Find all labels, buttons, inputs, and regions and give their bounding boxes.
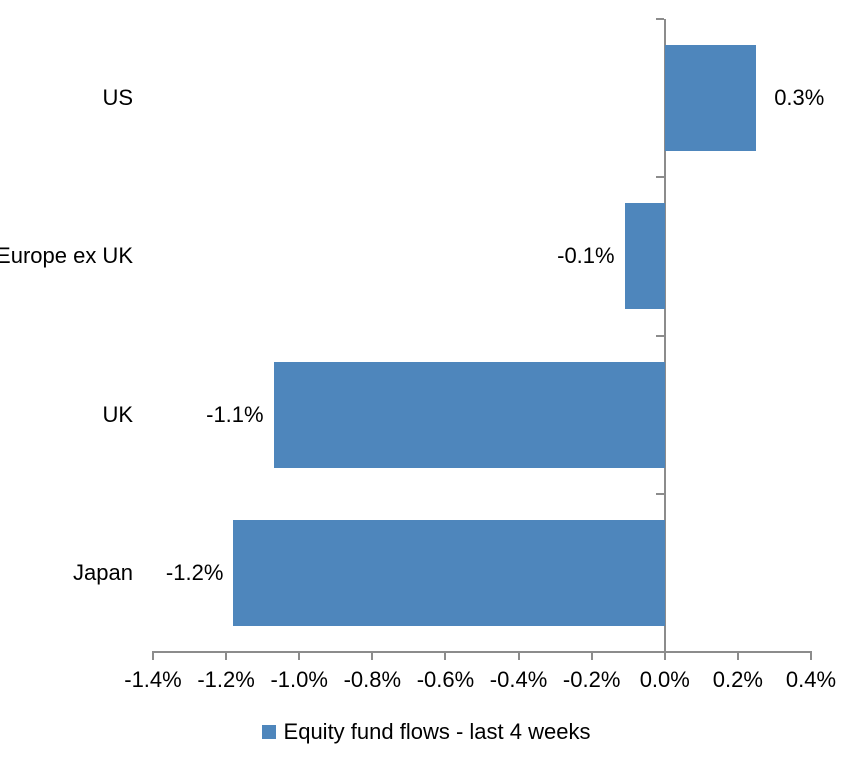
y-axis-tick bbox=[655, 18, 664, 20]
bar bbox=[624, 203, 665, 310]
x-axis-tick-label: -0.8% bbox=[343, 667, 402, 692]
legend-marker-square bbox=[261, 724, 276, 739]
x-axis-tick bbox=[444, 651, 447, 660]
x-axis-tick-label: 0.4% bbox=[785, 667, 837, 692]
legend: Equity fund flows - last 4 weeks bbox=[0, 718, 852, 745]
x-axis-tick bbox=[371, 651, 374, 660]
x-axis-tick bbox=[152, 651, 154, 660]
y-axis-tick bbox=[655, 492, 664, 495]
x-axis-tick bbox=[663, 651, 666, 660]
y-axis-line bbox=[663, 19, 666, 652]
x-axis-tick-label: -0.4% bbox=[489, 667, 548, 692]
x-axis-tick-label: -0.6% bbox=[416, 667, 475, 692]
x-axis-tick bbox=[810, 651, 812, 660]
x-axis-tick-label: 0.2% bbox=[712, 667, 763, 692]
x-axis-tick-label: -1.2% bbox=[197, 667, 255, 692]
x-axis-tick bbox=[225, 651, 228, 660]
x-axis-tick bbox=[298, 651, 301, 660]
bar-value-label: 0.3% bbox=[774, 85, 825, 111]
bar-value-label: -1.1% bbox=[206, 401, 264, 427]
x-axis-tick bbox=[590, 651, 593, 660]
x-axis-line bbox=[152, 651, 812, 653]
bar-value-label: -0.1% bbox=[557, 243, 615, 269]
category-label: Japan bbox=[73, 559, 133, 585]
x-axis-tick-label: 0.0% bbox=[639, 667, 690, 692]
legend-label: Equity fund flows - last 4 weeks bbox=[283, 719, 591, 744]
category-label: US bbox=[102, 85, 133, 111]
y-axis-tick bbox=[655, 176, 664, 179]
x-axis-tick-label: -0.2% bbox=[562, 667, 621, 692]
x-axis-tick bbox=[517, 651, 520, 660]
x-axis-tick bbox=[736, 651, 739, 660]
bar bbox=[273, 361, 665, 468]
bar bbox=[664, 45, 757, 152]
bar-value-label: -1.2% bbox=[165, 559, 224, 585]
bar bbox=[233, 519, 665, 626]
category-label: Europe ex UK bbox=[0, 243, 133, 269]
x-axis-tick-label: -1.0% bbox=[270, 667, 328, 692]
category-label: UK bbox=[102, 401, 133, 427]
x-axis-tick-label: -1.4% bbox=[124, 667, 182, 692]
y-axis-tick bbox=[655, 334, 664, 337]
